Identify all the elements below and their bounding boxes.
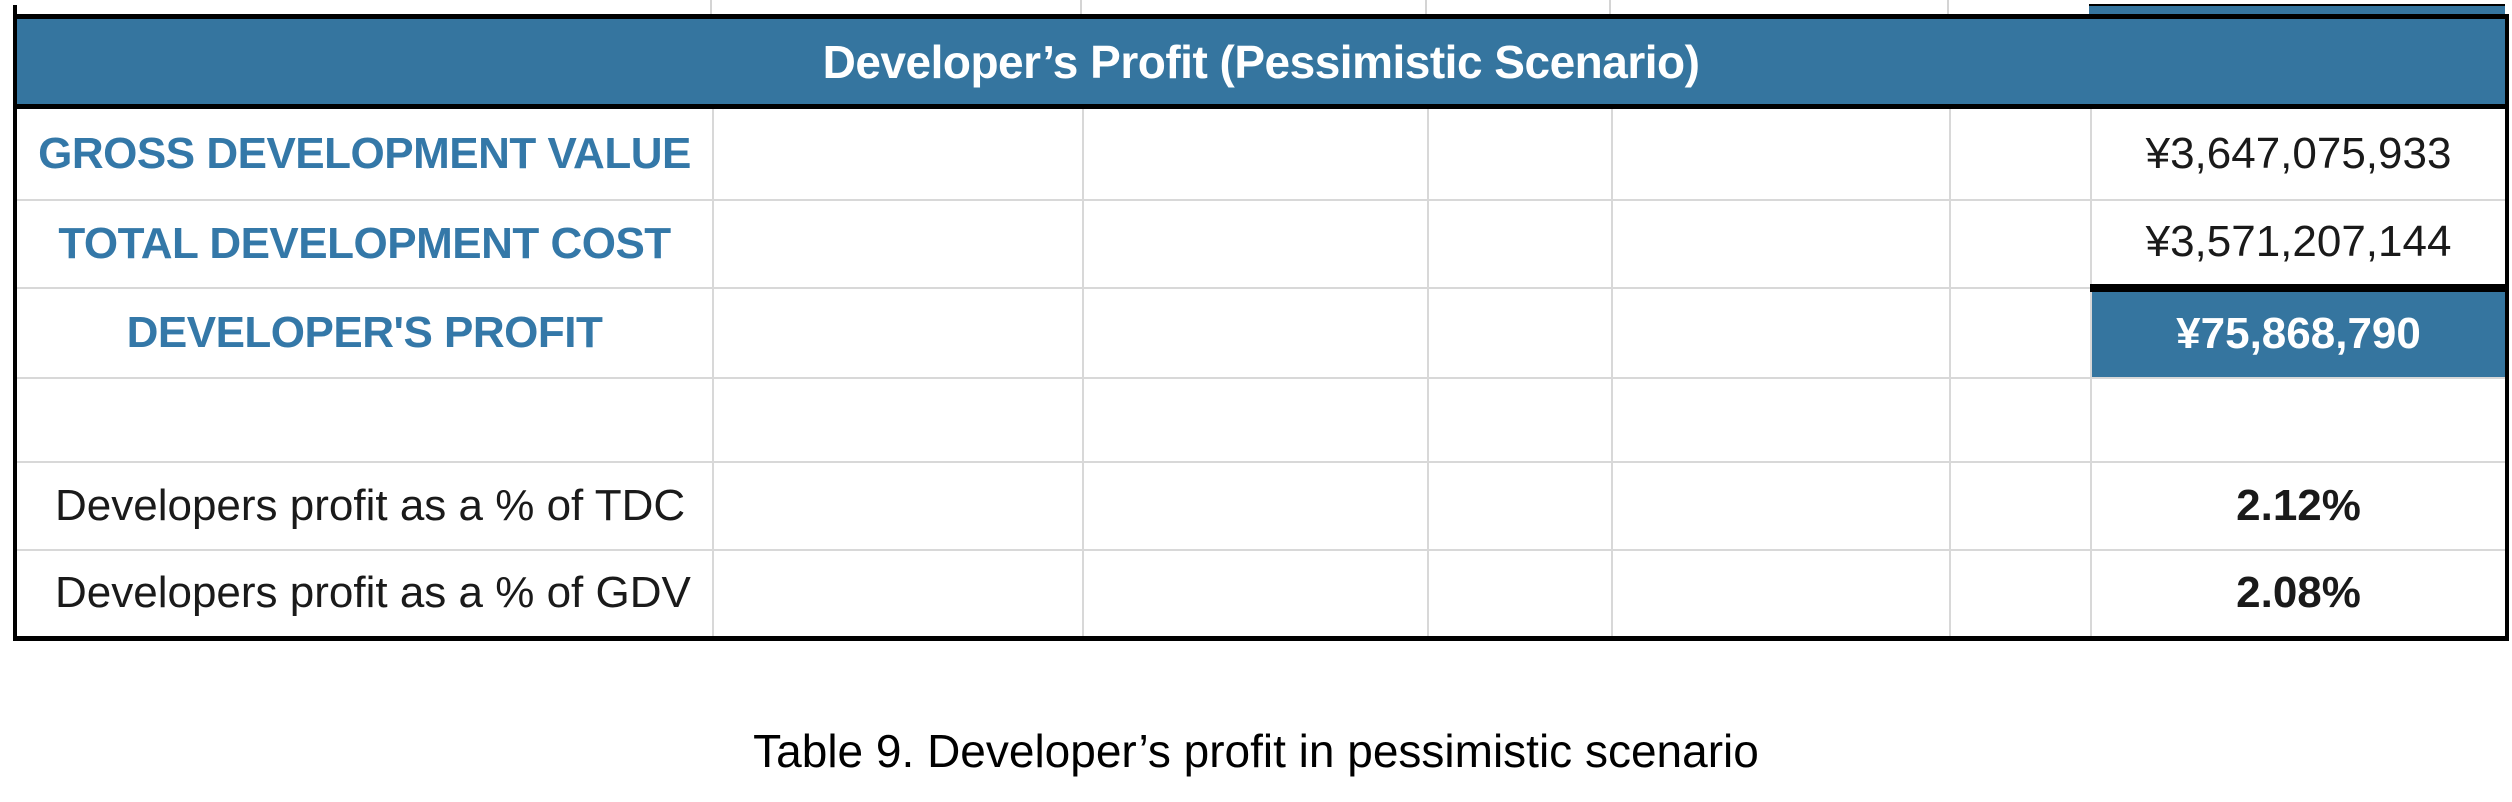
empty-cell [1949, 105, 2092, 201]
empty-cell [712, 376, 1084, 463]
empty-cell [1949, 376, 2092, 463]
empty-cell [712, 105, 1084, 201]
row-value-profit-highlighted: ¥75,868,790 [2089, 283, 2510, 379]
cropped-row-above [13, 0, 2505, 14]
row-value-tdc: ¥3,571,207,144 [2089, 198, 2509, 289]
empty-cell [1949, 198, 2092, 289]
row-value-pct-gdv: 2.08% [2089, 548, 2509, 640]
column-gridline-sliver [1080, 0, 1082, 14]
table-row-tdc: TOTAL DEVELOPMENT COST ¥3,571,207,144 [14, 198, 2509, 289]
row-label-profit: DEVELOPER'S PROFIT [14, 286, 714, 379]
empty-cell [1082, 105, 1429, 201]
empty-cell [1427, 286, 1613, 379]
cropped-blue-cell-sliver [2089, 4, 2505, 14]
row-label-pct-tdc: Developers profit as a % of TDC [14, 460, 714, 551]
row-label-pct-gdv: Developers profit as a % of GDV [14, 548, 714, 640]
empty-cell [712, 460, 1084, 551]
empty-cell [14, 376, 714, 463]
spreadsheet-table-region: Developer’s Profit (Pessimistic Scenario… [12, 0, 2510, 641]
table-caption: Table 9. Developer’s profit in pessimist… [753, 725, 1759, 777]
empty-cell [1611, 460, 1951, 551]
empty-cell [1611, 376, 1951, 463]
table-header-row: Developer’s Profit (Pessimistic Scenario… [12, 14, 2510, 109]
column-gridline-sliver [1425, 0, 1427, 14]
empty-cell [1611, 105, 1951, 201]
empty-cell [1949, 548, 2092, 640]
empty-cell [1427, 105, 1613, 201]
table-row-pct-tdc: Developers profit as a % of TDC 2.12% [14, 460, 2509, 551]
empty-cell [2089, 376, 2509, 463]
column-gridline-sliver [1609, 0, 1611, 14]
empty-cell [1611, 198, 1951, 289]
table-row-pct-gdv: Developers profit as a % of GDV 2.08% [14, 548, 2509, 640]
empty-cell [712, 548, 1084, 640]
table-row-gdv: GROSS DEVELOPMENT VALUE ¥3,647,075,933 [14, 105, 2509, 201]
empty-cell [1949, 286, 2092, 379]
row-value-gdv: ¥3,647,075,933 [2089, 105, 2509, 201]
row-label-tdc: TOTAL DEVELOPMENT COST [14, 198, 714, 289]
column-gridline-sliver [1947, 0, 1949, 14]
table-row-profit: DEVELOPER'S PROFIT ¥75,868,790 [14, 283, 2510, 379]
empty-cell [1082, 376, 1429, 463]
empty-cell [1427, 548, 1613, 640]
empty-cell [1427, 460, 1613, 551]
empty-cell [1949, 460, 2092, 551]
left-border-tick [13, 5, 17, 14]
empty-cell [1082, 548, 1429, 640]
empty-cell [1082, 460, 1429, 551]
table-row-spacer [14, 376, 2509, 463]
table-title: Developer’s Profit (Pessimistic Scenario… [12, 14, 2510, 109]
row-value-pct-tdc: 2.12% [2089, 460, 2509, 551]
developers-profit-table: Developer’s Profit (Pessimistic Scenario… [12, 14, 2510, 641]
empty-cell [1082, 198, 1429, 289]
empty-cell [712, 286, 1084, 379]
empty-cell [1427, 376, 1613, 463]
column-gridline-sliver [710, 0, 712, 14]
empty-cell [1082, 286, 1429, 379]
row-label-gdv: GROSS DEVELOPMENT VALUE [14, 105, 714, 201]
empty-cell [1427, 198, 1613, 289]
empty-cell [712, 198, 1084, 289]
empty-cell [1611, 286, 1951, 379]
empty-cell [1611, 548, 1951, 640]
